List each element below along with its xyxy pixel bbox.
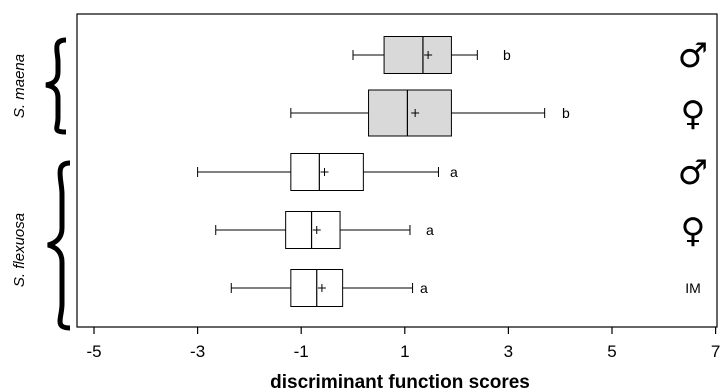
box-row-male-s-maena: b ♂ [352,36,708,76]
boxes: b ♂ b ♀ a ♂ [197,36,708,307]
x-axis-tick-label: 1 [400,342,409,361]
significance-letter: a [420,280,428,296]
iqr-box [383,36,452,74]
plot-frame [76,13,718,328]
significance-letter: b [503,47,511,63]
brace-s-maena [45,37,67,135]
mean-marker [320,168,329,176]
significance-letter: b [562,105,570,121]
x-axis-tick-label: -1 [294,342,309,361]
x-axis-tick-label: 3 [504,342,513,361]
x-axis: -5 -3 -1 1 3 5 7 [86,327,720,361]
mean-marker [424,51,433,59]
x-axis-tick-label: -3 [190,342,205,361]
immature-label: IM [685,280,701,296]
significance-letter: a [450,164,458,180]
box-row-female-s-flexuosa: a ♀ [215,211,706,251]
mean-marker [317,284,326,292]
group-label-s-maena: S. maena [11,54,28,118]
box-row-im-s-flexuosa: a IM [230,269,701,307]
box-row-male-s-flexuosa: a ♂ [197,153,708,193]
brace-s-flexuosa [47,160,71,331]
group-label-s-flexuosa: S. flexuosa [11,213,28,287]
x-axis-tick-label: 7 [711,342,720,361]
x-axis-title: discriminant function scores [270,372,530,392]
x-axis-tick-label: 5 [607,342,616,361]
box-row-female-s-maena: b ♀ [290,89,706,137]
x-axis-tick-label: -5 [86,342,101,361]
iqr-box [368,89,452,137]
female-icon: ♀ [681,94,706,134]
male-icon: ♂ [678,153,708,193]
significance-letter: a [426,222,434,238]
female-icon: ♀ [681,211,706,251]
mean-marker [312,226,321,234]
mean-marker [411,109,420,117]
male-icon: ♂ [678,36,708,76]
